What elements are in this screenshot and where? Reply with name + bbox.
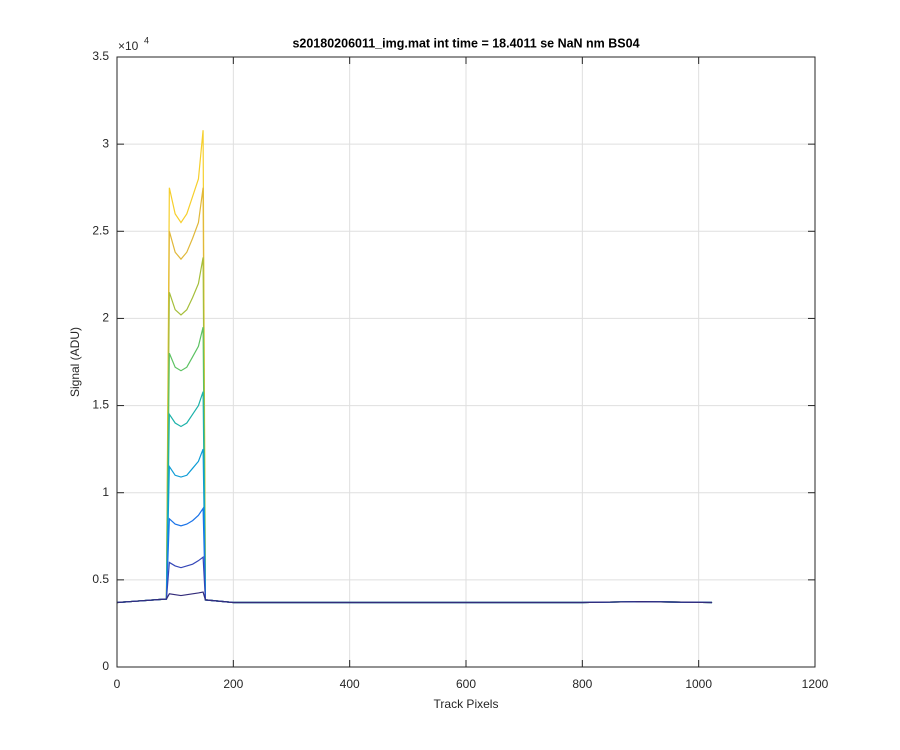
x-tick-label: 400 bbox=[340, 677, 360, 691]
y-tick-label: 3 bbox=[102, 136, 109, 150]
x-tick-label: 1200 bbox=[802, 677, 829, 691]
x-tick-label: 600 bbox=[456, 677, 476, 691]
signal-line bbox=[116, 591, 713, 604]
y-tick-label: 3.5 bbox=[92, 49, 109, 63]
x-tick-label: 800 bbox=[572, 677, 592, 691]
y-tick-label: 2.5 bbox=[92, 223, 109, 237]
y-axis-label: Signal (ADU) bbox=[68, 327, 82, 397]
y-tick-label: 1.5 bbox=[92, 398, 109, 412]
y-tick-label: 0 bbox=[102, 659, 109, 673]
y-tick-label: 2 bbox=[102, 311, 109, 325]
x-tick-label: 0 bbox=[114, 677, 121, 691]
chart-title: s20180206011_img.mat int time = 18.4011 … bbox=[292, 36, 639, 50]
x-tick-label: 200 bbox=[223, 677, 243, 691]
y-tick-label: 1 bbox=[102, 485, 109, 499]
x-axis-label: Track Pixels bbox=[434, 697, 499, 711]
y-tick-label: 0.5 bbox=[92, 572, 109, 586]
y-multiplier-exponent: 4 bbox=[144, 35, 149, 45]
x-tick-label: 1000 bbox=[685, 677, 712, 691]
y-multiplier: ×10 bbox=[118, 39, 139, 53]
